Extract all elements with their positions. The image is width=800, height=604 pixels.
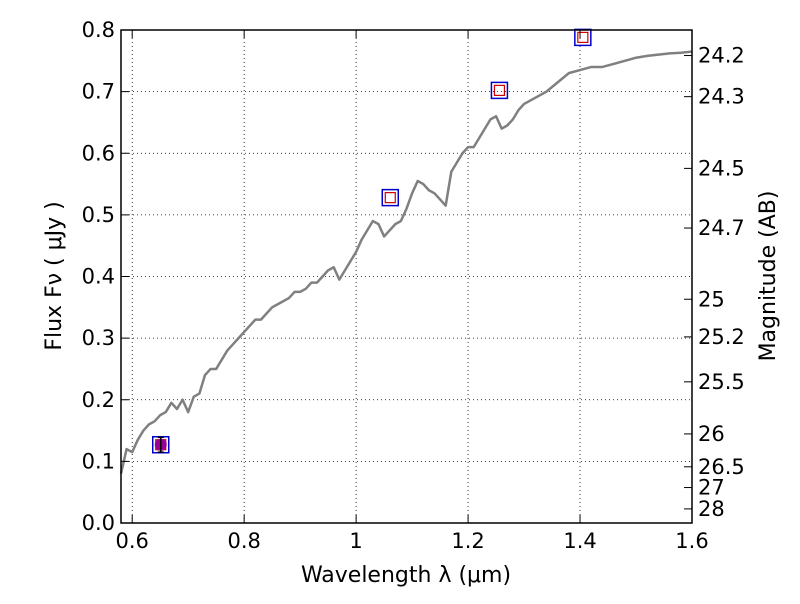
plot-area (119, 50, 693, 474)
y-tick-label: 0.7 (82, 80, 115, 104)
right-tick-label: 25 (698, 287, 725, 311)
x-tick-label: 0.6 (115, 529, 148, 553)
model-square-red (493, 84, 506, 96)
grid (121, 29, 693, 524)
right-tick-label: 25.2 (698, 325, 745, 349)
photometry-square-blue (490, 81, 509, 100)
plot-frame (120, 29, 693, 524)
x-axis-title: Wavelength λ (μm) (301, 563, 511, 588)
y-tick-label: 0.8 (82, 18, 115, 42)
right-tick-label: 26 (698, 422, 725, 446)
photometry-square-blue (381, 188, 400, 207)
markers (151, 28, 592, 454)
y-axis-title: Flux Fν ( μJy ) (42, 201, 67, 350)
y-tick-label: 0.3 (82, 326, 115, 350)
y-tick-label: 0.4 (82, 265, 115, 289)
right-tick-label: 24.3 (698, 85, 745, 109)
ticks: 0.6 0.8 1 1.2 1.4 1.6 0.0 0.1 0.2 0.3 0.4 0.5 0.6 0.7… (82, 18, 745, 553)
x-tick-label: 1.2 (451, 529, 484, 553)
x-tick-label: 1.4 (563, 529, 596, 553)
right-tick-label: 24.2 (698, 44, 745, 68)
right-tick-label: 28 (698, 497, 725, 521)
x-tick-label: 0.8 (227, 529, 260, 553)
right-axis-title: Magnitude (AB) (756, 191, 781, 362)
right-tick-label: 24.7 (698, 216, 745, 240)
right-tick-label: 26.5 (698, 455, 745, 479)
y-tick-label: 0.5 (82, 203, 115, 227)
y-tick-label: 0.2 (82, 388, 115, 412)
model-square-red (384, 192, 396, 204)
spectrum-line (119, 50, 693, 474)
x-tick-label: 1.6 (675, 529, 708, 553)
x-tick-label: 1 (349, 529, 362, 553)
right-tick-label: 24.5 (698, 156, 745, 180)
model-square-red (577, 31, 589, 43)
y-tick-label: 0.6 (82, 141, 115, 165)
y-tick-label: 0.0 (82, 511, 115, 535)
y-tick-label: 0.1 (82, 449, 115, 473)
right-tick-label: 25.5 (698, 370, 745, 394)
right-tick-label: 27 (698, 476, 725, 500)
